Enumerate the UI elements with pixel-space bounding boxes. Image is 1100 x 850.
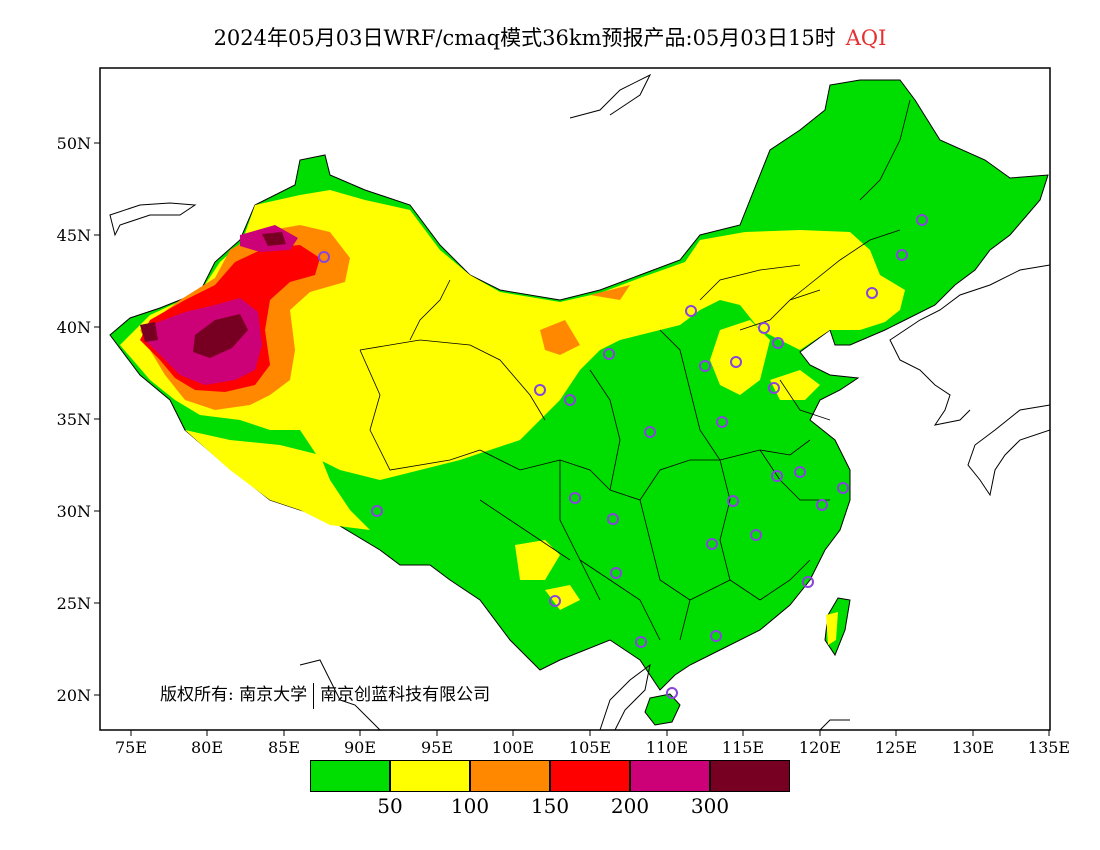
x-tick-label: 75E [115, 738, 147, 757]
sea-coastline [599, 663, 651, 730]
copyright-org-university: 南京大学 [239, 685, 308, 705]
moderate-region-tibet-south [185, 430, 370, 530]
legend-swatch-hazardous [710, 760, 790, 792]
y-tick-label: 45N [57, 226, 91, 245]
border-line-2 [819, 719, 850, 730]
y-tick-label: 35N [57, 410, 91, 429]
hainan-island [644, 693, 681, 726]
legend-swatch-moderate [390, 760, 470, 792]
x-tick-label: 100E [492, 738, 534, 757]
legend-label: 50 [377, 794, 403, 818]
x-tick-labels: 75E 80E 85E 90E 95E 100E 105E 110E 115E … [115, 738, 1070, 757]
x-tick-label: 130E [952, 738, 994, 757]
y-tick-label: 30N [57, 502, 91, 521]
x-tick-marks [130, 730, 1050, 736]
neighbor-coastline [889, 264, 1050, 426]
y-tick-label: 20N [57, 686, 91, 705]
hazardous-region [193, 314, 248, 358]
title-text: 2024年05月03日WRF/cmaq模式36km预报产品:05月03日15时 [213, 26, 836, 50]
x-tick-label: 115E [722, 738, 764, 757]
x-tick-label: 85E [268, 738, 300, 757]
legend-label: 100 [450, 794, 490, 818]
moderate-patch-shanxi [710, 320, 770, 395]
x-tick-label: 105E [569, 738, 611, 757]
y-tick-label: 25N [57, 594, 91, 613]
x-tick-label: 95E [421, 738, 453, 757]
unhealthy-sensitive-patch-north [590, 285, 630, 300]
moderate-patch-taiwan [826, 612, 838, 645]
kazakh-coastline [109, 202, 197, 237]
aqi-legend [310, 760, 790, 792]
province-borders [359, 99, 911, 641]
moderate-patch-sichuan [515, 540, 560, 580]
map-title: 2024年05月03日WRF/cmaq模式36km预报产品:05月03日15时 A… [0, 22, 1100, 52]
legend-swatch-good [310, 760, 390, 792]
moderate-patch-liaoning [810, 275, 880, 320]
hazardous-patch-north [262, 232, 286, 246]
station-markers [318, 214, 928, 699]
border-line [299, 659, 381, 730]
x-tick-label: 90E [344, 738, 376, 757]
pollutant-label: AQI [845, 26, 887, 50]
copyright-note: 版权所有: 南京大学 南京创蓝科技有限公司 [160, 680, 490, 709]
legend-swatch-very-unhealthy [630, 760, 710, 792]
hazardous-patch-west [140, 322, 158, 342]
x-tick-label: 120E [799, 738, 841, 757]
x-tick-label: 125E [875, 738, 917, 757]
japan-coastline [967, 404, 1050, 497]
y-tick-labels: 50N 45N 40N 35N 30N 25N 20N [57, 134, 91, 705]
x-tick-label: 135E [1028, 738, 1070, 757]
y-tick-label: 40N [57, 318, 91, 337]
moderate-patch-guangxi [545, 585, 580, 610]
legend-swatch-unhealthy [550, 760, 630, 792]
moderate-patch-shandong [770, 370, 820, 400]
y-tick-marks [94, 142, 100, 696]
legend-label: 200 [610, 794, 650, 818]
map-frame-border [99, 67, 1051, 731]
sakhalin-coastline [569, 73, 652, 119]
copyright-org-company: 南京创蓝科技有限公司 [320, 685, 491, 705]
copyright-separator [313, 682, 315, 709]
legend-swatch-unhealthy-sensitive [470, 760, 550, 792]
copyright-label: 版权所有: [160, 685, 234, 705]
x-tick-label: 110E [646, 738, 688, 757]
y-tick-label: 50N [57, 134, 91, 153]
legend-label: 300 [690, 794, 730, 818]
x-tick-label: 80E [191, 738, 223, 757]
unhealthy-sensitive-patch [540, 320, 580, 355]
legend-label: 150 [530, 794, 570, 818]
